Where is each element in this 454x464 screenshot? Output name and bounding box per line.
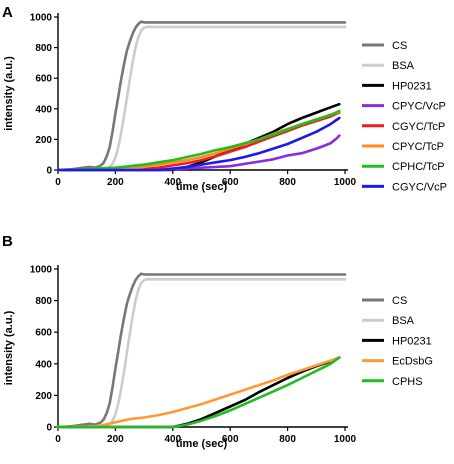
x-tick-label: 1000	[334, 434, 357, 445]
x-tick-label: 0	[55, 434, 61, 445]
x-axis-title: time (sec)	[176, 181, 228, 193]
panel-label: A	[2, 4, 13, 21]
legend-label: CGYC/TcP	[392, 121, 445, 133]
y-tick-label: 0	[46, 423, 52, 434]
legend-label: CPHC/TcP	[392, 161, 445, 173]
panel-a: A 0 200 400 600 800 1000 0 200 400 600 800 1000 time …	[2, 4, 447, 193]
legend-label: BSA	[392, 60, 415, 72]
legend-label: CS	[392, 295, 407, 307]
legend-label: CPYC/VcP	[392, 101, 446, 113]
series-line-hp0231	[56, 356, 341, 429]
y-tick-label: 800	[35, 296, 52, 307]
y-axis-title: intensity (a.u.)	[3, 310, 15, 385]
panel-label: B	[2, 233, 13, 250]
series-line-cs	[56, 20, 347, 172]
x-tick-label: 400	[164, 177, 181, 188]
legend-label: CS	[392, 40, 407, 52]
x-tick-label: 0	[55, 177, 61, 188]
x-tick-label: 800	[279, 177, 296, 188]
legend-label: CPYC/TcP	[392, 141, 444, 153]
x-tick-label: 1000	[334, 177, 357, 188]
series-line-cphc-tcp	[56, 109, 341, 172]
x-tick-label: 200	[107, 177, 124, 188]
legend-label: CPHS	[392, 376, 423, 388]
series-line-cgyc-vcp	[56, 116, 341, 172]
series-line-cgyc-tcp	[56, 111, 341, 172]
legend-label: HP0231	[392, 80, 432, 92]
y-tick-label: 1000	[30, 265, 53, 276]
x-tick-label: 200	[107, 434, 124, 445]
series-line-bsa	[56, 25, 347, 172]
x-tick-label: 600	[222, 434, 239, 445]
y-tick-label: 400	[35, 359, 52, 370]
series-line-cpyc-vcp	[56, 134, 341, 172]
legend-label: BSA	[392, 315, 415, 327]
x-axis-title: time (sec)	[176, 438, 228, 450]
y-tick-label: 600	[35, 328, 52, 339]
y-tick-label: 800	[35, 43, 52, 54]
x-tick-label: 600	[222, 177, 239, 188]
y-tick-label: 0	[46, 166, 52, 177]
series-line-cphs	[56, 356, 341, 429]
panel-b: B 0 200 400 600 800 1000 0 200 400 600 800 1000 time …	[2, 233, 433, 450]
legend-label: EcDsbG	[392, 356, 433, 368]
y-tick-label: 200	[35, 135, 52, 146]
y-axis-title: intensity (a.u.)	[3, 56, 15, 131]
legend-label: CGYC/VcP	[392, 181, 447, 193]
x-tick-label: 400	[164, 434, 181, 445]
series-line-cs	[56, 272, 347, 429]
x-tick-label: 800	[279, 434, 296, 445]
series-line-ecdsbg	[56, 356, 341, 429]
y-tick-label: 1000	[30, 13, 53, 24]
y-tick-label: 400	[35, 104, 52, 115]
y-tick-label: 600	[35, 74, 52, 85]
legend-label: HP0231	[392, 335, 432, 347]
y-tick-label: 200	[35, 391, 52, 402]
